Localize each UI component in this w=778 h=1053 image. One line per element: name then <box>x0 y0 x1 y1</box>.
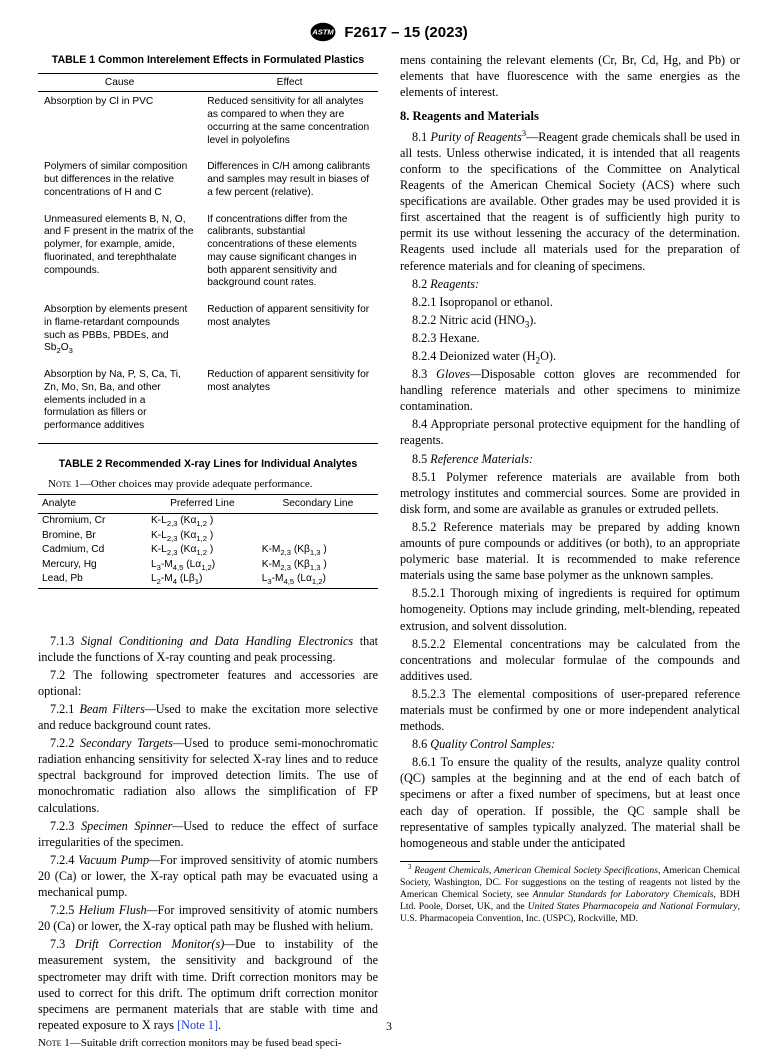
t1-h-effect: Effect <box>201 73 378 91</box>
p73h: Drift Correction Monitor(s)— <box>75 937 235 951</box>
p-7.2: 7.2 The following spectrometer features … <box>38 667 378 699</box>
t1-r3c0: Absorption by elements present in flame-… <box>38 300 201 365</box>
table-1-title: TABLE 1 Common Interelement Effects in F… <box>38 54 378 68</box>
t2-note-text: 1—Other choices may provide adequate per… <box>74 478 312 490</box>
p713-title: Signal Conditioning and Data Handling El… <box>81 634 353 648</box>
p-7.2.1: 7.2.1 Beam Filters—Used to make the exci… <box>38 701 378 733</box>
section-8-head: 8. Reagents and Materials <box>400 108 740 125</box>
table-2-note: Note 1—Other choices may provide adequat… <box>48 477 378 492</box>
t1-r3c1: Reduction of apparent sensitivity for mo… <box>201 300 378 365</box>
p724h: Vacuum Pump— <box>78 853 160 867</box>
t2r0c1: K-L2,3 (Kα1,2 ) <box>147 513 258 528</box>
t2r4c2: L3-M4,5 (Lα1,2) <box>258 572 378 588</box>
p-7.1.3: 7.1.3 Signal Conditioning and Data Handl… <box>38 633 378 665</box>
p-8.2.3: 8.2.3 Hexane. <box>400 330 740 346</box>
standard-header: ASTM F2617 – 15 (2023) <box>38 22 740 42</box>
t1-r4c0: Absorption by Na, P, S, Ca, Ti, Zn, Mo, … <box>38 365 201 443</box>
p-8.6.1: 8.6.1 To ensure the quality of the resul… <box>400 754 740 851</box>
fn-c: Annular Standards for Laboratory Chemica… <box>533 889 714 900</box>
t2-h2: Secondary Line <box>258 495 378 513</box>
p85h: Reference Materials: <box>430 452 533 466</box>
p-8.2.1: 8.2.1 Isopropanol or ethanol. <box>400 294 740 310</box>
p81h: Purity of Reagents <box>431 130 522 144</box>
p-8.5: 8.5 Reference Materials: <box>400 451 740 467</box>
p-7.2.3: 7.2.3 Specimen Spinner—Used to reduce th… <box>38 818 378 850</box>
p83h: Gloves— <box>436 367 481 381</box>
t2r1c1: K-L2,3 (Kα1,2 ) <box>147 528 258 542</box>
t2r2c1: K-L2,3 (Kα1,2 ) <box>147 543 258 557</box>
p-7.2.5: 7.2.5 Helium Flush—For improved sensitiv… <box>38 902 378 934</box>
note-1: Note 1—Suitable drift correction monitor… <box>38 1036 378 1051</box>
table-1: TABLE 1 Common Interelement Effects in F… <box>38 54 378 444</box>
t1-r1c1: Differences in C/H among calibrants and … <box>201 157 378 209</box>
t2r3c2: K-M2,3 (Kβ1,3 ) <box>258 557 378 571</box>
t1-r0c0: Absorption by Cl in PVC <box>38 92 201 158</box>
p723h: Specimen Spinner— <box>81 819 183 833</box>
p-8.5.2: 8.5.2 Reference materials may be prepare… <box>400 519 740 583</box>
page-number: 3 <box>0 1021 778 1033</box>
t1-r4c1: Reduction of apparent sensitivity for mo… <box>201 365 378 443</box>
footnote-rule <box>400 861 480 862</box>
footnote-3: 3 Reagent Chemicals, American Chemical S… <box>400 865 740 925</box>
t2-h1: Preferred Line <box>147 495 258 513</box>
fn-a: Reagent Chemicals, American Chemical Soc… <box>414 865 658 876</box>
p721h: Beam Filters— <box>80 702 156 716</box>
svg-text:ASTM: ASTM <box>311 28 334 37</box>
p-8.2.2: 8.2.2 Nitric acid (HNO3). <box>400 312 740 328</box>
p-7.3: 7.3 Drift Correction Monitor(s)—Due to i… <box>38 936 378 1033</box>
p-8.2: 8.2 Reagents: <box>400 276 740 292</box>
t2r4c1: L2-M4 (Lβ1) <box>147 572 258 588</box>
note-1-cont: mens containing the relevant elements (C… <box>400 52 740 100</box>
t2r2c2: K-M2,3 (Kβ1,3 ) <box>258 543 378 557</box>
t1-r2c0: Unmeasured elements B, N, O, and F prese… <box>38 210 201 301</box>
p82h: Reagents: <box>430 277 479 291</box>
t2r0c0: Chromium, Cr <box>38 513 147 528</box>
t1-r0c1: Reduced sensitivity for all analytes as … <box>201 92 378 158</box>
t2r4c0: Lead, Pb <box>38 572 147 588</box>
p-8.5.2.3: 8.5.2.3 The elemental compositions of us… <box>400 686 740 734</box>
p-8.3: 8.3 Gloves—Disposable cotton gloves are … <box>400 366 740 414</box>
p-7.2.4: 7.2.4 Vacuum Pump—For improved sensitivi… <box>38 852 378 900</box>
t1-h-cause: Cause <box>38 73 201 91</box>
t2r3c1: L3-M4,5 (Lα1,2) <box>147 557 258 571</box>
table-2-title: TABLE 2 Recommended X-ray Lines for Indi… <box>38 458 378 472</box>
table-2: TABLE 2 Recommended X-ray Lines for Indi… <box>38 458 378 589</box>
t1-r2c1: If concentrations differ from the calibr… <box>201 210 378 301</box>
p-8.6: 8.6 Quality Control Samples: <box>400 736 740 752</box>
p-8.5.1: 8.5.1 Polymer reference materials are av… <box>400 469 740 517</box>
p-8.4: 8.4 Appropriate personal protective equi… <box>400 416 740 448</box>
p725h: Helium Flush— <box>79 903 158 917</box>
p-8.1: 8.1 Purity of Reagents3—Reagent grade ch… <box>400 129 740 274</box>
p-8.5.2.2: 8.5.2.2 Elemental concentrations may be … <box>400 636 740 684</box>
p81b: —Reagent grade chemicals shall be used i… <box>400 130 740 273</box>
t1-r1c0: Polymers of similar composition but diff… <box>38 157 201 209</box>
p86h: Quality Control Samples: <box>430 737 555 751</box>
fn-e: United States Pharmacopeia and National … <box>528 901 738 912</box>
p-8.2.4: 8.2.4 Deionized water (H2O). <box>400 348 740 364</box>
t2-h0: Analyte <box>38 495 147 513</box>
t2r2c0: Cadmium, Cd <box>38 543 147 557</box>
p-7.2.2: 7.2.2 Secondary Targets—Used to produce … <box>38 735 378 815</box>
p-8.5.2.1: 8.5.2.1 Thorough mixing of ingredients i… <box>400 585 740 633</box>
t2r3c0: Mercury, Hg <box>38 557 147 571</box>
p722h: Secondary Targets— <box>80 736 184 750</box>
t2r1c0: Bromine, Br <box>38 528 147 542</box>
designation: F2617 – 15 (2023) <box>344 24 467 41</box>
note1-text: 1—Suitable drift correction monitors may… <box>64 1037 341 1049</box>
